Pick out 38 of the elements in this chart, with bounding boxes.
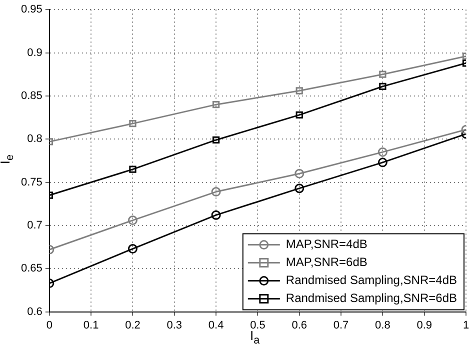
y-tick-label: 0.65	[20, 262, 42, 275]
x-tick-label: 0.1	[83, 319, 99, 332]
point	[294, 168, 304, 178]
point	[212, 136, 220, 144]
y-tick-label: 0.7	[27, 219, 42, 232]
point	[128, 216, 138, 226]
x-tick-label: 0.6	[292, 319, 308, 332]
point	[379, 82, 386, 90]
point	[378, 158, 388, 168]
x-tick-label: 0.2	[125, 319, 140, 332]
x-tick-label: 0.4	[208, 319, 224, 332]
y-tick-label: 0.75	[20, 176, 42, 188]
legend-label: Randmised Sampling,SNR=4dB	[286, 273, 458, 288]
point	[211, 187, 221, 197]
y-tick-label: 0.8	[27, 133, 42, 146]
point	[379, 70, 386, 78]
legend-label: MAP,SNR=6dB	[286, 255, 368, 270]
y-tick-label: 0.9	[27, 46, 42, 59]
legend-label: Randmised Sampling,SNR=6dB	[286, 291, 458, 306]
y-tick-label: 0.85	[20, 90, 42, 102]
point	[211, 210, 221, 220]
point	[296, 111, 303, 119]
x-tick-label: 0	[46, 319, 52, 332]
point	[294, 184, 304, 194]
point	[296, 87, 303, 94]
x-tick-label: 0.7	[333, 319, 349, 332]
x-tick-label: 1	[462, 319, 470, 332]
point	[129, 166, 136, 173]
point	[129, 120, 136, 128]
y-tick-label: 0.6	[27, 306, 42, 318]
legend-label: MAP,SNR=4dB	[286, 237, 368, 252]
point	[378, 147, 388, 157]
point	[128, 244, 138, 254]
x-tick-label: 0.3	[166, 319, 182, 332]
point	[212, 101, 220, 108]
x-tick-label: 0.8	[375, 319, 390, 332]
y-tick-label: 0.95	[20, 4, 42, 16]
x-tick-label: 0.9	[416, 319, 432, 332]
